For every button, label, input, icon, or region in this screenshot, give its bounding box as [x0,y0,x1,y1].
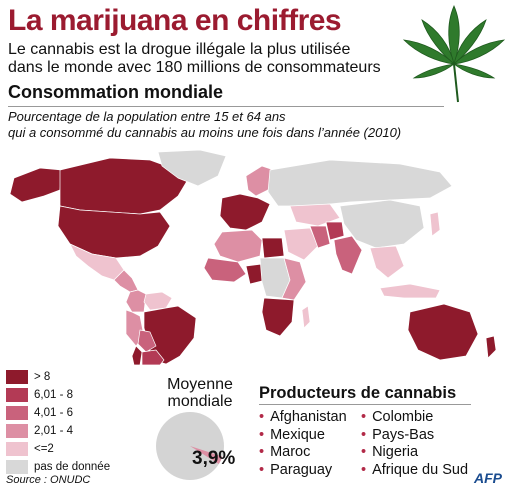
producer-item: • Colombie [361,409,468,427]
region-bolivie [137,329,157,353]
producers-divider [259,404,471,405]
legend-item: > 8 [6,368,110,386]
bullet-icon: • [361,426,367,443]
producer-item: • Pays-Bas [361,427,468,445]
description-line-2: qui a consommé du cannabis au moins une … [8,125,402,140]
bullet-icon: • [361,444,367,460]
legend-item: 6,01 - 8 [6,386,110,404]
legend-swatch [6,460,28,474]
legend-swatch [6,442,28,456]
subtitle-line-1: Le cannabis est la drogue illégale la pl… [8,41,351,58]
legend-item: <=2 [6,440,110,458]
legend-item: 4,01 - 6 [6,404,110,422]
map-description: Pourcentage de la population entre 15 et… [8,109,401,141]
page-title: La marijuana en chiffres [8,4,342,37]
average-label-line-2: mondiale [167,393,233,410]
region-russie [267,159,453,207]
cannabis-leaf-icon [402,5,506,103]
subtitle-line-2: dans le monde avec 180 millions de conso… [8,59,381,76]
average-value: 3,9% [192,448,236,469]
map-legend: > 8 6,01 - 8 4,01 - 6 2,01 - 4 <=2 pas d… [6,368,110,476]
region-egypte [261,237,285,259]
legend-label: 2,01 - 4 [34,425,73,437]
legend-label: <=2 [34,443,54,455]
world-map [9,150,497,365]
region-etats-unis [57,205,171,259]
region-japon [429,211,441,237]
average-label: Moyenne mondiale [154,376,246,410]
region-afrique-nord [213,229,263,263]
region-colombie [125,289,147,313]
producer-item: • Mexique [259,427,347,445]
bullet-icon: • [259,444,265,460]
producer-name: Pays-Bas [372,426,435,443]
legend-label: pas de donnée [34,461,111,473]
subtitle: Le cannabis est la drogue illégale la pl… [8,41,408,77]
afp-logo: AFP [474,470,502,486]
producer-name: Colombie [372,409,434,425]
producer-name: Mexique [270,426,325,443]
region-afghanistan [325,221,345,241]
region-alaska [9,167,63,203]
region-iran [309,225,331,249]
region-inde [333,235,363,275]
region-asie-sud-est [369,245,405,279]
region-argentine [141,349,165,365]
legend-label: 6,01 - 8 [34,389,73,401]
region-australie [407,303,479,361]
region-indonesie [379,283,441,299]
producers-column-2: • Colombie • Pays-Bas • Nigeria • Afrique du… [361,409,468,479]
region-venezuela [143,291,173,311]
region-moyen-orient [283,227,319,261]
region-afrique-australe [261,297,295,337]
producer-name: Afrique du Sud [372,461,469,478]
producer-item: • Paraguay [259,462,347,480]
bullet-icon: • [259,461,265,478]
region-nouvelle-zelande [485,335,497,359]
description-line-1: Pourcentage de la population entre 15 et… [8,109,286,124]
producer-name: Maroc [270,444,311,460]
region-europe-ouest [219,193,271,231]
region-groenland [157,150,227,187]
producer-name: Afghanistan [270,409,347,425]
bullet-icon: • [361,461,367,478]
bullet-icon: • [259,426,265,443]
legend-item: 2,01 - 4 [6,422,110,440]
legend-item: pas de donnée [6,458,110,476]
source-note: Source : ONUDC [6,474,91,486]
legend-swatch [6,388,28,402]
producer-name: Nigeria [372,444,419,460]
bullet-icon: • [361,409,367,425]
average-pie-chart [156,412,224,480]
region-afrique-ouest [203,257,247,283]
region-madagascar [301,305,311,329]
average-label-line-1: Moyenne [167,376,233,393]
producer-item: • Afrique du Sud [361,462,468,480]
legend-swatch [6,370,28,384]
legend-label: 4,01 - 6 [34,407,73,419]
region-chili [131,345,143,365]
producer-item: • Nigeria [361,444,468,462]
producer-item: • Maroc [259,444,347,462]
bullet-icon: • [259,409,265,425]
producer-item: • Afghanistan [259,409,347,427]
pie-average-slice [190,446,223,465]
producers-column-1: • Afghanistan • Mexique • Maroc • Paraguay [259,409,347,479]
legend-swatch [6,424,28,438]
producers-title: Producteurs de cannabis [259,384,457,402]
producer-name: Paraguay [270,461,333,478]
legend-swatch [6,406,28,420]
section-title: Consommation mondiale [8,82,224,102]
legend-label: > 8 [34,371,51,383]
section-divider [8,106,444,107]
region-chine [339,199,425,249]
